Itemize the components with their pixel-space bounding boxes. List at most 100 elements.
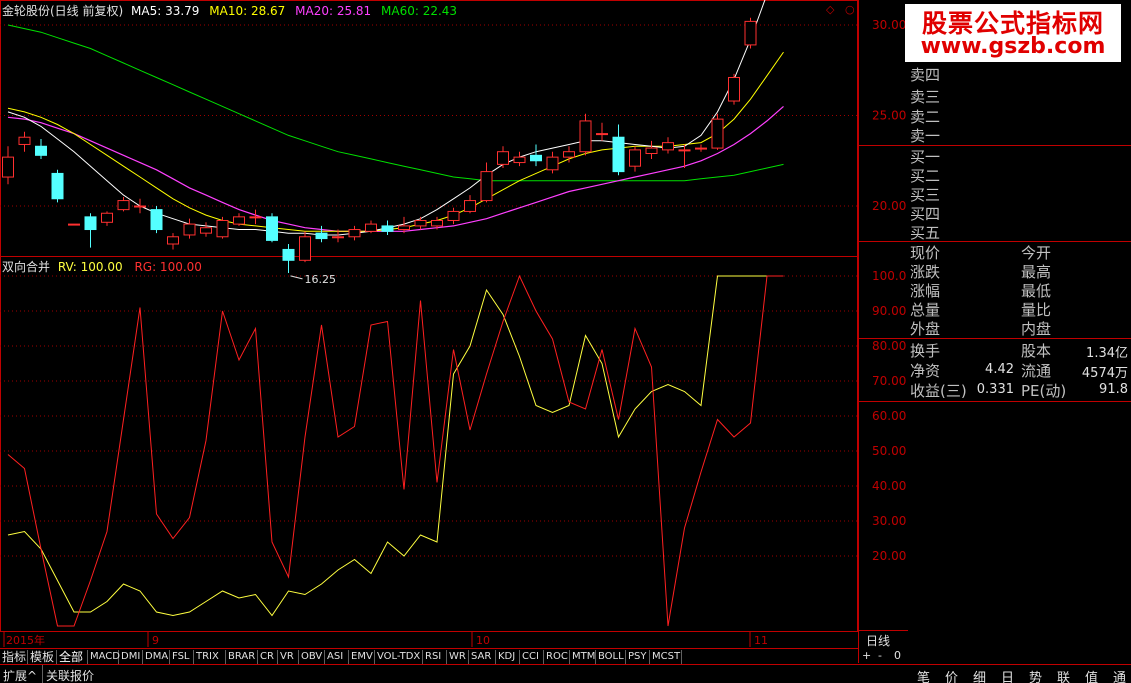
chart-header: 金轮股份(日线 前复权) MA5: 33.79 MA10: 28.67 MA20…: [2, 2, 457, 19]
tab-wr[interactable]: WR: [447, 650, 469, 665]
finance-block: 换手 股本 1.34亿 净资 4.42 流通 4574万 收益(三) 0.331 P…: [858, 339, 1131, 401]
tab-vr[interactable]: VR: [278, 650, 299, 665]
candle-body: [216, 219, 229, 238]
tab-psy[interactable]: PSY: [626, 650, 650, 665]
tab-全部[interactable]: 全部: [57, 650, 88, 665]
candle-body: [134, 205, 146, 208]
finance-label: 股本: [1021, 342, 1052, 360]
ma20-line: [7, 105, 784, 232]
candle-body: [645, 147, 658, 155]
finance-value: 4574万: [1081, 366, 1128, 381]
tab-brar[interactable]: BRAR: [226, 650, 258, 665]
finance-label: PE(动): [1021, 382, 1067, 400]
fin-divider: [858, 338, 1131, 339]
panel-button-0[interactable]: 笔: [917, 671, 931, 683]
period-label[interactable]: 日线: [866, 634, 891, 648]
candle-body: [431, 219, 443, 227]
tab-dma[interactable]: DMA: [143, 650, 170, 665]
period-box: 日线 + - 0: [858, 630, 908, 664]
panel-button-1[interactable]: 价: [945, 671, 959, 683]
candle-body: [497, 151, 509, 165]
tab-cr[interactable]: CR: [258, 650, 278, 665]
logo-title: 股票公式指标网: [921, 9, 1104, 38]
candle-body: [612, 136, 625, 173]
bottom-sep: [42, 665, 43, 683]
tab-指标[interactable]: 指标: [2, 650, 28, 665]
candle-body: [51, 172, 64, 200]
quote-label: 涨幅: [910, 282, 941, 300]
candle-body: [233, 216, 245, 225]
indicator-tick-label: 90.00: [872, 304, 906, 318]
tab-trix[interactable]: TRIX: [194, 650, 226, 665]
tab-asi[interactable]: ASI: [325, 650, 349, 665]
low-annotation: 16.25: [305, 273, 337, 286]
quote-label: 外盘: [910, 320, 941, 338]
tab-macd[interactable]: MACD: [88, 650, 120, 665]
kline-chart[interactable]: 20.0025.0030.0035.0040.0020.0030.0040.00…: [0, 0, 906, 647]
tab-emv[interactable]: EMV: [349, 650, 375, 665]
buy-row: 买五: [910, 224, 941, 242]
quote-label: 最低: [1021, 282, 1052, 300]
tab-fsl[interactable]: FSL: [170, 650, 194, 665]
quote-label: 内盘: [1021, 320, 1052, 338]
candle-body: [480, 171, 493, 202]
candle-body: [348, 229, 361, 238]
tab-cci[interactable]: CCI: [520, 650, 544, 665]
tab-rsi[interactable]: RSI: [423, 650, 447, 665]
finance-label: 流通: [1021, 362, 1052, 380]
tab-vol-tdx[interactable]: VOL-TDX: [375, 650, 423, 665]
candle-body: [18, 136, 31, 145]
tab-sar[interactable]: SAR: [469, 650, 496, 665]
quote-block: 现价 今开 涨跌 最高 涨幅 最低 总量 量比 外盘 内盘: [858, 242, 1131, 338]
panel-button-6[interactable]: 值: [1085, 671, 1099, 683]
x-tick-label: 11: [754, 634, 768, 647]
finance-value: 0.331: [976, 382, 1014, 397]
ma60-label: MA60: 22.43: [381, 4, 458, 18]
tab-mcst[interactable]: MCST: [650, 650, 682, 665]
tab-dmi[interactable]: DMI: [119, 650, 143, 665]
indicator-tick-label: 80.00: [872, 339, 906, 353]
indicator-tick-label: 100.0: [872, 269, 906, 283]
zoom-out-button[interactable]: -: [878, 649, 882, 662]
ma5-line: [7, 0, 766, 236]
finance-value: 4.42: [985, 362, 1014, 377]
candle-body: [530, 154, 542, 162]
tab-roc[interactable]: ROC: [544, 650, 570, 665]
finance-label: 换手: [910, 342, 941, 360]
candle-body: [563, 151, 575, 158]
candle-body: [282, 248, 295, 261]
tab-boll[interactable]: BOLL: [596, 650, 626, 665]
candle-body: [183, 223, 196, 236]
quote-label: 现价: [910, 244, 941, 262]
indicator-header: 双向合并 RV: 100.00 RG: 100.00: [2, 258, 202, 275]
diamond-icon[interactable]: ◇: [826, 3, 835, 16]
expand-button[interactable]: 扩展^: [3, 669, 38, 683]
candle-body: [546, 156, 559, 171]
ma60-line: [7, 24, 784, 182]
indicator-tick-label: 70.00: [872, 374, 906, 388]
tab-mtm[interactable]: MTM: [570, 650, 596, 665]
candle-body: [678, 149, 691, 152]
panel-button-5[interactable]: 联: [1057, 671, 1071, 683]
candle-body: [68, 223, 80, 226]
circle-icon[interactable]: ○: [845, 3, 855, 16]
panel-button-2[interactable]: 细: [973, 671, 987, 683]
candle-body: [200, 227, 212, 234]
zoom-reset-button[interactable]: 0: [894, 649, 901, 662]
panel-button-7[interactable]: 通: [1113, 671, 1127, 683]
indicator-line-rv: [7, 275, 784, 617]
panel-button-4[interactable]: 势: [1029, 671, 1043, 683]
tab-模板[interactable]: 模板: [28, 650, 57, 665]
tab-obv[interactable]: OBV: [299, 650, 325, 665]
candle-body: [266, 216, 278, 241]
quote-label: 今开: [1021, 244, 1052, 262]
sell-row: 卖三: [910, 88, 941, 106]
order-divider: [858, 145, 1131, 146]
chart-area[interactable]: 20.0025.0030.0035.0040.0020.0030.0040.00…: [0, 0, 906, 647]
tab-kdj[interactable]: KDJ: [496, 650, 520, 665]
candle-body: [299, 236, 311, 261]
panel-button-3[interactable]: 日: [1001, 671, 1015, 683]
rv-label: RV: 100.00: [57, 260, 123, 274]
related-quote-button[interactable]: 关联报价: [46, 669, 95, 683]
zoom-in-button[interactable]: +: [862, 649, 872, 662]
